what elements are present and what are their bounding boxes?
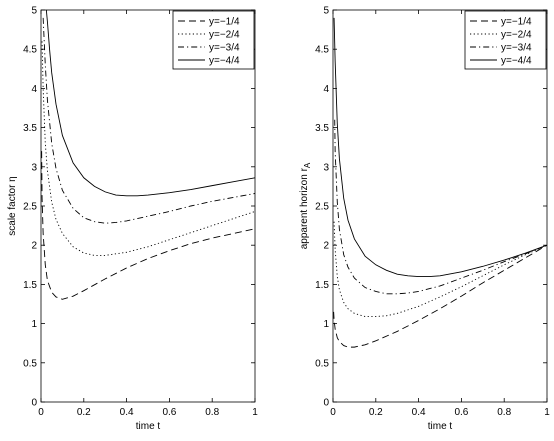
y-tick-label: 2.5 <box>23 202 37 213</box>
legend-label-4: y=−4/4 <box>501 56 532 67</box>
y-tick-label: 3 <box>31 162 37 173</box>
y-tick-label: 2 <box>31 241 37 252</box>
legend-box <box>172 10 255 70</box>
legend: y=−1/4 y=−2/4 y=−3/4 y=−4/4 <box>464 10 547 70</box>
x-tick-label: 0 <box>330 407 336 418</box>
y-tick-label: 0 <box>31 398 37 409</box>
legend-label-2: y=−2/4 <box>501 30 532 41</box>
x-tick-label: 0.8 <box>205 407 219 418</box>
legend-box <box>464 10 547 70</box>
legend-label-2: y=−2/4 <box>209 30 240 41</box>
legend: y=−1/4 y=−2/4 y=−3/4 y=−4/4 <box>172 10 255 70</box>
x-tick-label: 0.6 <box>162 407 176 418</box>
y-tick-label: 3.5 <box>315 123 329 134</box>
x-tick-label: 0.8 <box>497 407 511 418</box>
x-tick-label: 0.6 <box>454 407 468 418</box>
series-line-1 <box>41 151 255 300</box>
series-line-2 <box>41 41 255 256</box>
legend-label-4: y=−4/4 <box>209 56 240 67</box>
y-tick-label: 3.5 <box>23 123 37 134</box>
y-tick-label: 5 <box>323 6 329 17</box>
x-tick-label: 0.4 <box>412 407 426 418</box>
series-line-1 <box>333 244 547 348</box>
y-tick-label: 5 <box>31 6 37 17</box>
y-tick-label: 1 <box>31 319 37 330</box>
y-tick-label: 2 <box>323 241 329 252</box>
y-tick-label: 2.5 <box>315 202 329 213</box>
y-tick-label: 4 <box>323 84 329 95</box>
y-tick-label: 0 <box>323 398 329 409</box>
y-axis-label: apparent horizon rA <box>299 162 312 249</box>
legend-label-1: y=−1/4 <box>209 17 240 28</box>
y-tick-label: 1.5 <box>315 280 329 291</box>
x-tick-label: 1 <box>544 407 550 418</box>
y-tick-label: 4 <box>31 84 37 95</box>
y-tick-label: 1 <box>323 319 329 330</box>
y-axis-label-text: apparent horizon r <box>299 167 310 249</box>
y-axis-label-text: scale factor η <box>7 176 18 235</box>
series-line-4 <box>45 10 255 197</box>
legend-label-3: y=−3/4 <box>501 43 532 54</box>
chart-panel-1: 0 0.2 0.4 0.6 0.8 1 0 0.5 1 1.5 2 2.5 3 3.5 4 4.5 5 time … <box>7 6 258 433</box>
y-tick-label: 1.5 <box>23 280 37 291</box>
x-axis-label: time t <box>136 421 161 432</box>
chart-panel-2: 0 0.2 0.4 0.6 0.8 1 0 0.5 1 1.5 2 2.5 3 3.5 4 4.5 5 time … <box>299 6 550 433</box>
x-axis-label: time t <box>428 421 453 432</box>
x-tick-label: 0 <box>38 407 44 418</box>
y-tick-label: 0.5 <box>23 358 37 369</box>
y-tick-label: 4.5 <box>315 45 329 56</box>
y-tick-label: 0.5 <box>315 358 329 369</box>
series-line-4 <box>333 17 547 278</box>
series-line-3 <box>334 119 547 295</box>
y-axis-label: scale factor η <box>7 176 18 235</box>
y-tick-label: 3 <box>323 162 329 173</box>
series-line-3 <box>42 17 255 224</box>
y-tick-label: 4.5 <box>23 45 37 56</box>
series-line-2 <box>333 221 547 317</box>
x-tick-label: 1 <box>252 407 258 418</box>
x-tick-label: 0.2 <box>77 407 91 418</box>
legend-label-3: y=−3/4 <box>209 43 240 54</box>
legend-label-1: y=−1/4 <box>501 17 532 28</box>
x-tick-label: 0.2 <box>369 407 383 418</box>
x-tick-label: 0.4 <box>120 407 134 418</box>
y-axis-label-subscript: A <box>303 162 312 168</box>
